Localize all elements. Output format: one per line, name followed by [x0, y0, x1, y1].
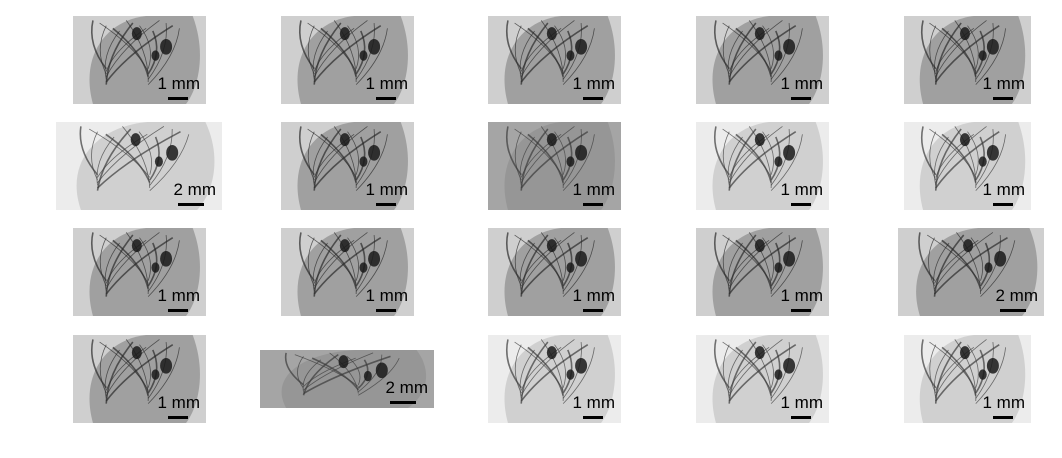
- specimen-image-panel: 1 mm: [281, 16, 414, 104]
- specimen-image-panel: 2 mm: [56, 122, 222, 210]
- scale-bar: [178, 203, 204, 206]
- scale-bar-label: 1 mm: [365, 180, 409, 199]
- specimen-xray-image: [712, 335, 823, 423]
- specimen-xray-image: [919, 122, 1026, 210]
- specimen-image-panel: 1 mm: [696, 335, 829, 423]
- scale-bar-label: 1 mm: [572, 393, 616, 412]
- specimen-xray-image: [919, 335, 1026, 423]
- specimen-image-panel: 1 mm: [904, 335, 1031, 423]
- specimen-image-panel: 1 mm: [488, 228, 621, 316]
- scale-bar: [583, 203, 603, 206]
- specimen-xray-image: [504, 335, 615, 423]
- specimen-xray-image: [712, 16, 823, 104]
- scale-bar-label: 1 mm: [365, 286, 409, 305]
- specimen-xray-image: [919, 16, 1026, 104]
- specimen-xray-image: [916, 228, 1038, 316]
- scale-bar: [376, 203, 396, 206]
- scale-bar: [168, 309, 188, 312]
- scale-bar-label: 1 mm: [365, 74, 409, 93]
- scale-bar: [993, 97, 1013, 100]
- scale-bar: [168, 416, 188, 419]
- scale-bar-label: 1 mm: [982, 74, 1026, 93]
- scale-bar: [791, 97, 811, 100]
- specimen-xray-image: [297, 16, 408, 104]
- scale-bar-label: 1 mm: [157, 393, 201, 412]
- scale-bar-label: 1 mm: [780, 180, 824, 199]
- specimen-xray-image: [297, 228, 408, 316]
- specimen-image-panel: 1 mm: [488, 335, 621, 423]
- scale-bar-label: 1 mm: [572, 286, 616, 305]
- specimen-image-panel: 1 mm: [904, 16, 1031, 104]
- specimen-xray-image: [281, 350, 427, 408]
- scale-bar-label: 1 mm: [572, 180, 616, 199]
- specimen-xray-image: [504, 122, 615, 210]
- scale-bar: [791, 309, 811, 312]
- scale-bar: [583, 416, 603, 419]
- specimen-xray-image: [89, 16, 200, 104]
- specimen-image-panel: 1 mm: [73, 335, 206, 423]
- specimen-xray-image: [76, 122, 215, 210]
- scale-bar-label: 2 mm: [173, 180, 217, 199]
- scale-bar-label: 2 mm: [385, 378, 429, 397]
- scale-bar: [376, 309, 396, 312]
- specimen-xray-image: [89, 335, 200, 423]
- scale-bar-label: 1 mm: [572, 74, 616, 93]
- specimen-image-panel: 1 mm: [696, 16, 829, 104]
- scale-bar-label: 1 mm: [982, 393, 1026, 412]
- scale-bar: [993, 203, 1013, 206]
- specimen-image-panel: 2 mm: [260, 350, 434, 408]
- specimen-image-panel: 1 mm: [696, 122, 829, 210]
- scale-bar-label: 1 mm: [780, 74, 824, 93]
- specimen-image-panel: 1 mm: [73, 228, 206, 316]
- specimen-image-panel: 1 mm: [281, 122, 414, 210]
- scale-bar-label: 1 mm: [982, 180, 1026, 199]
- specimen-image-panel: 1 mm: [488, 122, 621, 210]
- specimen-image-panel: 1 mm: [488, 16, 621, 104]
- specimen-xray-image: [504, 16, 615, 104]
- specimen-xray-image: [89, 228, 200, 316]
- scale-bar-label: 1 mm: [157, 286, 201, 305]
- specimen-xray-image: [712, 228, 823, 316]
- scale-bar: [1000, 309, 1026, 312]
- scale-bar-label: 1 mm: [157, 74, 201, 93]
- specimen-xray-image: [712, 122, 823, 210]
- specimen-image-panel: 1 mm: [904, 122, 1031, 210]
- specimen-image-panel: 1 mm: [73, 16, 206, 104]
- specimen-image-panel: 1 mm: [281, 228, 414, 316]
- scale-bar: [168, 97, 188, 100]
- specimen-image-panel: 2 mm: [898, 228, 1044, 316]
- scale-bar: [791, 203, 811, 206]
- scale-bar-label: 1 mm: [780, 393, 824, 412]
- scale-bar: [376, 97, 396, 100]
- scale-bar: [583, 97, 603, 100]
- specimen-xray-image: [504, 228, 615, 316]
- specimen-xray-image: [297, 122, 408, 210]
- scale-bar: [993, 416, 1013, 419]
- scale-bar: [390, 401, 416, 404]
- scale-bar: [583, 309, 603, 312]
- scale-bar: [791, 416, 811, 419]
- scale-bar-label: 1 mm: [780, 286, 824, 305]
- scale-bar-label: 2 mm: [995, 286, 1039, 305]
- specimen-image-panel: 1 mm: [696, 228, 829, 316]
